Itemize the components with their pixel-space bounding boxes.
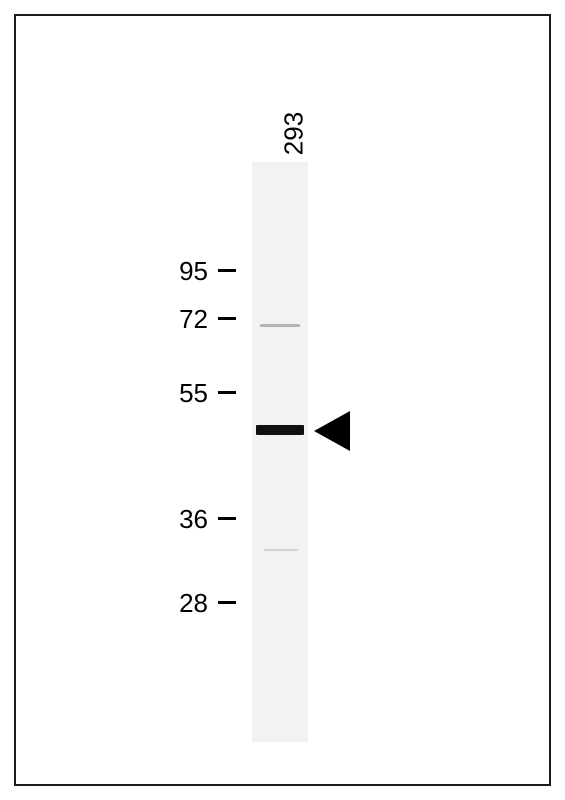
band-main (256, 425, 304, 435)
target-arrow-icon (314, 411, 350, 451)
marker-label-36: 36 (158, 504, 208, 535)
band-faint-lower (264, 549, 298, 551)
marker-label-95: 95 (158, 256, 208, 287)
marker-tick-95 (218, 269, 236, 272)
marker-label-55: 55 (158, 378, 208, 409)
marker-label-28: 28 (158, 588, 208, 619)
marker-label-72: 72 (158, 304, 208, 335)
blot-frame: 293 95 72 55 36 28 (14, 14, 551, 786)
lane-label: 293 (279, 104, 310, 164)
marker-tick-55 (218, 391, 236, 394)
lane-293 (252, 162, 308, 742)
marker-tick-36 (218, 517, 236, 520)
band-faint-upper (260, 324, 300, 327)
marker-tick-72 (218, 317, 236, 320)
marker-tick-28 (218, 601, 236, 604)
